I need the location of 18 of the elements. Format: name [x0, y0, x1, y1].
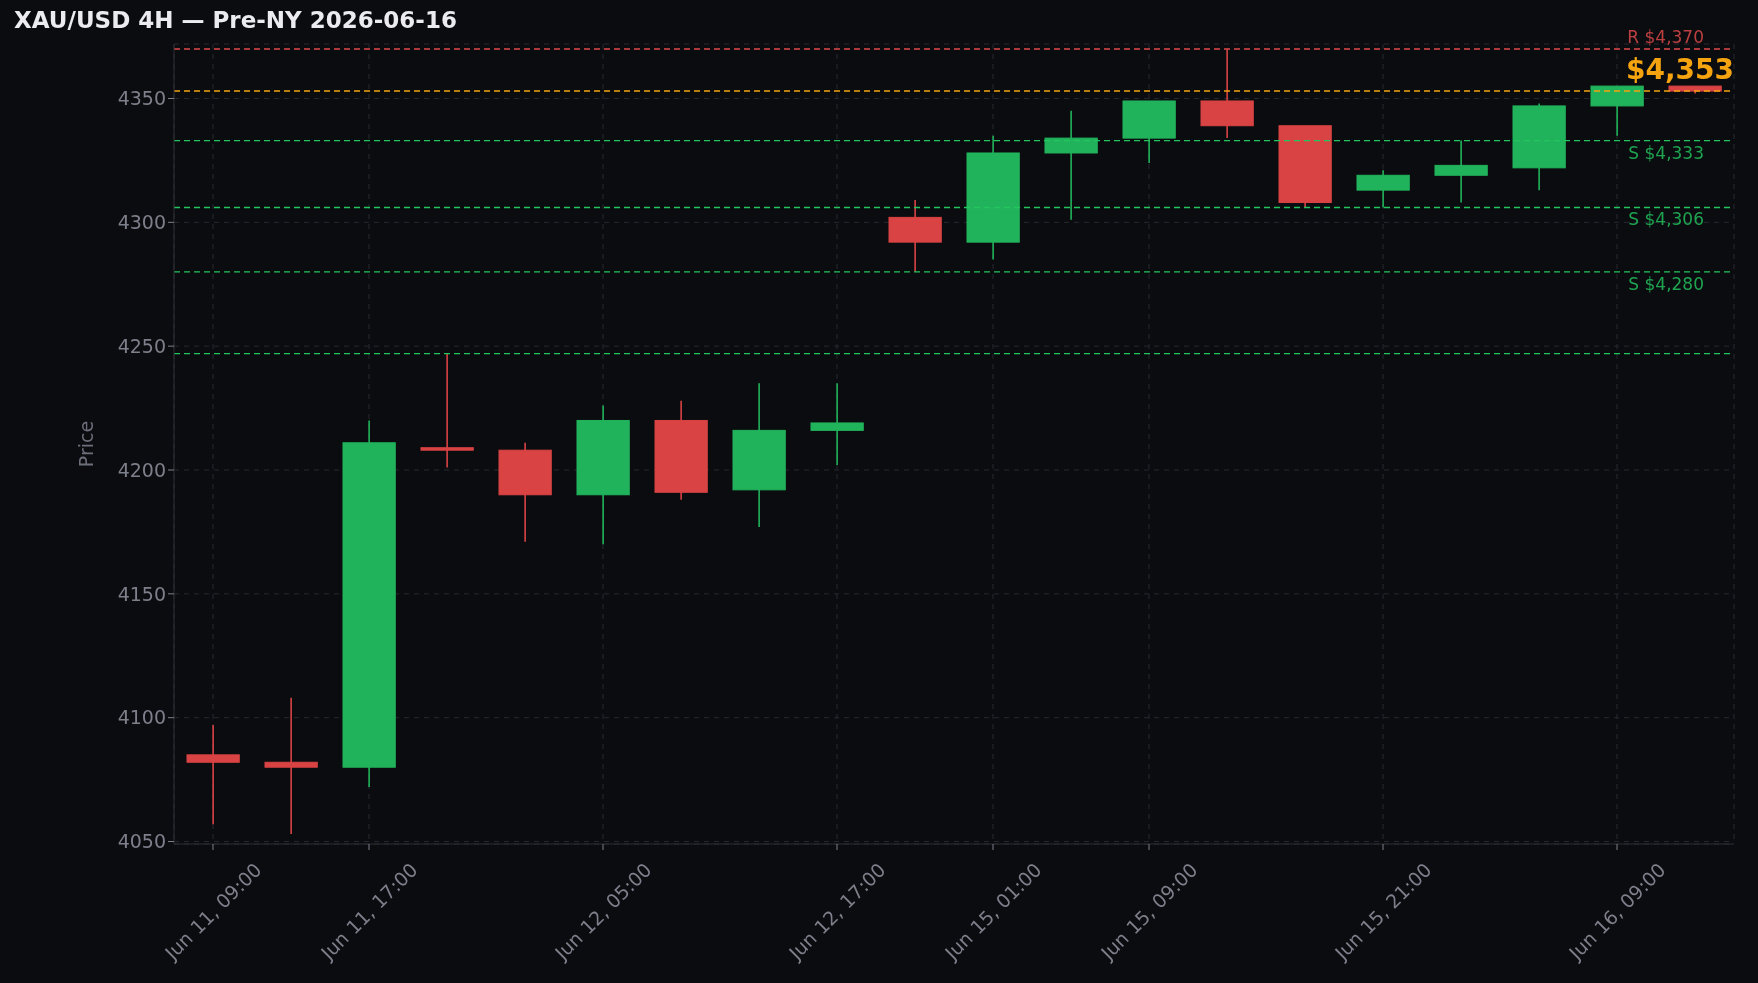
candlestick: [810, 382, 864, 466]
y-tick-label: 4200: [117, 458, 166, 481]
ref-line-label: S $4,333: [1628, 142, 1704, 163]
ref-line-label: S $4,306: [1628, 209, 1704, 230]
y-tick-label: 4250: [117, 334, 166, 357]
y-axis-title: Price: [75, 420, 97, 468]
ref-line-label: R $4,370: [1627, 26, 1704, 47]
y-tick-label: 4300: [117, 211, 166, 234]
candlestick: [420, 352, 474, 469]
y-tick-label: 4150: [117, 582, 166, 605]
candlestick: [264, 697, 318, 835]
candlestick: [186, 724, 240, 825]
y-tick-label: 4350: [117, 87, 166, 110]
ref-line-label: S $4,280: [1628, 273, 1704, 294]
y-tick-label: 4100: [117, 706, 166, 729]
y-tick-label: 4050: [117, 830, 166, 853]
chart-title: XAU/USD 4H — Pre-NY 2026-06-16: [14, 6, 457, 34]
annotation: $4,353: [1625, 53, 1734, 87]
